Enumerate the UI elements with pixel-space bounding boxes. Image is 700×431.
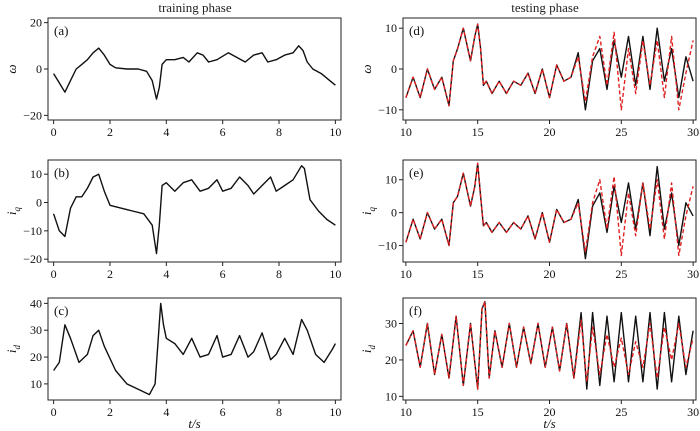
- y-axis-label: ω: [4, 64, 19, 73]
- x-tick-label: 0: [51, 405, 57, 419]
- x-tick-label: 25: [615, 125, 627, 139]
- panel-f: 10 15 20 25 30 10 20 30 (f) id t/s: [359, 297, 699, 431]
- x-tick-label: 10: [329, 405, 341, 419]
- plot-frame: [47, 17, 342, 121]
- y-axis-label: id: [4, 344, 22, 353]
- x-tick-label: 8: [276, 125, 282, 139]
- y-tick-label: 20: [385, 353, 397, 367]
- y-axis-label-subscript: q: [12, 206, 22, 211]
- x-tick-label: 0: [51, 267, 57, 281]
- x-axis-label: t/s: [543, 416, 555, 431]
- x-tick-label: 25: [615, 267, 627, 281]
- x-tick-label: 6: [220, 267, 226, 281]
- x-tick-label: 2: [107, 125, 113, 139]
- plot-frame: [402, 297, 697, 401]
- y-tick-label: −20: [23, 252, 42, 266]
- x-tick-label: 2: [107, 405, 113, 419]
- testing-phase-title: testing phase: [511, 0, 579, 15]
- y-axis-label-subscript: q: [367, 206, 377, 211]
- y-axis-label: iq: [359, 206, 377, 215]
- x-tick-label: 4: [163, 405, 169, 419]
- y-tick-label: 10: [30, 167, 42, 181]
- x-axis-label: t/s: [188, 416, 200, 431]
- x-tick-label: 15: [472, 125, 484, 139]
- predicted-series-line: [405, 23, 694, 111]
- x-tick-label: 20: [544, 267, 556, 281]
- y-axis-label-main: i: [359, 211, 374, 215]
- x-tick-label: 15: [472, 405, 484, 419]
- panel-a: 0 2 4 6 8 10 −20 0 20 (a) ω: [4, 16, 342, 139]
- x-tick-label: 20: [544, 125, 556, 139]
- panel-label: (f): [409, 303, 422, 318]
- y-axis-label: ω: [359, 64, 374, 73]
- y-axis-label: iq: [4, 206, 22, 215]
- y-axis-label-main: i: [4, 349, 19, 353]
- panel-label: (d): [409, 23, 424, 38]
- x-tick-label: 0: [51, 125, 57, 139]
- y-tick-label: 0: [391, 206, 397, 220]
- panel-label: (c): [54, 303, 68, 318]
- plot-frame: [47, 159, 342, 263]
- x-tick-label: 2: [107, 267, 113, 281]
- x-tick-label: 10: [400, 267, 412, 281]
- predicted-series-line: [405, 162, 694, 257]
- x-tick-label: 30: [687, 267, 699, 281]
- x-tick-label: 6: [220, 125, 226, 139]
- y-axis-label: id: [359, 344, 377, 353]
- x-tick-label: 15: [472, 267, 484, 281]
- y-tick-label: −10: [378, 239, 397, 253]
- y-tick-label: 20: [30, 16, 42, 30]
- y-tick-label: −10: [378, 103, 397, 117]
- true-series-line: [52, 165, 336, 255]
- true-series-line: [405, 23, 694, 111]
- y-axis-label-main: ω: [4, 64, 19, 73]
- panel-e: 10 15 20 25 30 −10 0 10 (e) iq: [359, 159, 699, 281]
- y-tick-label: 30: [30, 323, 42, 337]
- x-tick-label: 8: [276, 405, 282, 419]
- y-tick-label: 0: [36, 62, 42, 76]
- y-tick-label: 10: [385, 21, 397, 35]
- x-tick-label: 20: [544, 405, 556, 419]
- true-series-line: [53, 302, 337, 396]
- y-tick-label: 40: [30, 296, 42, 310]
- y-tick-label: −20: [23, 108, 42, 122]
- y-tick-label: 30: [385, 317, 397, 331]
- y-axis-label-main: i: [4, 211, 19, 215]
- y-axis-label-subscript: d: [12, 344, 22, 349]
- y-tick-label: 10: [385, 173, 397, 187]
- x-tick-label: 10: [329, 125, 341, 139]
- y-axis-label-main: i: [359, 349, 374, 353]
- x-tick-label: 4: [163, 125, 169, 139]
- panel-label: (a): [54, 23, 68, 38]
- x-tick-label: 10: [400, 405, 412, 419]
- true-series-line: [53, 45, 336, 100]
- x-tick-label: 4: [163, 267, 169, 281]
- y-tick-label: 10: [385, 389, 397, 403]
- x-tick-label: 30: [687, 405, 699, 419]
- panel-d: 10 15 20 25 30 −10 0 10 (d) ω: [359, 17, 699, 139]
- training-phase-title: training phase: [158, 0, 232, 15]
- x-tick-label: 25: [615, 405, 627, 419]
- y-tick-label: 0: [36, 196, 42, 210]
- y-tick-label: 10: [30, 377, 42, 391]
- x-tick-label: 8: [276, 267, 282, 281]
- y-axis-label-subscript: d: [367, 344, 377, 349]
- y-axis-label-main: ω: [359, 64, 374, 73]
- x-tick-label: 30: [687, 125, 699, 139]
- x-tick-label: 10: [400, 125, 412, 139]
- panel-c: 0 2 4 6 8 10 10 20 30 40 (c) id t/s: [4, 296, 342, 431]
- y-tick-label: 0: [391, 62, 397, 76]
- y-tick-label: −10: [23, 224, 42, 238]
- predicted-series-line: [405, 300, 694, 390]
- x-tick-label: 10: [329, 267, 341, 281]
- panel-label: (e): [409, 165, 423, 180]
- panel-b: 0 2 4 6 8 10 −20 −10 0 10 (b) iq: [4, 159, 342, 281]
- x-tick-label: 6: [220, 405, 226, 419]
- panel-label: (b): [54, 165, 69, 180]
- plot-frame: [47, 297, 342, 401]
- y-tick-label: 20: [30, 350, 42, 364]
